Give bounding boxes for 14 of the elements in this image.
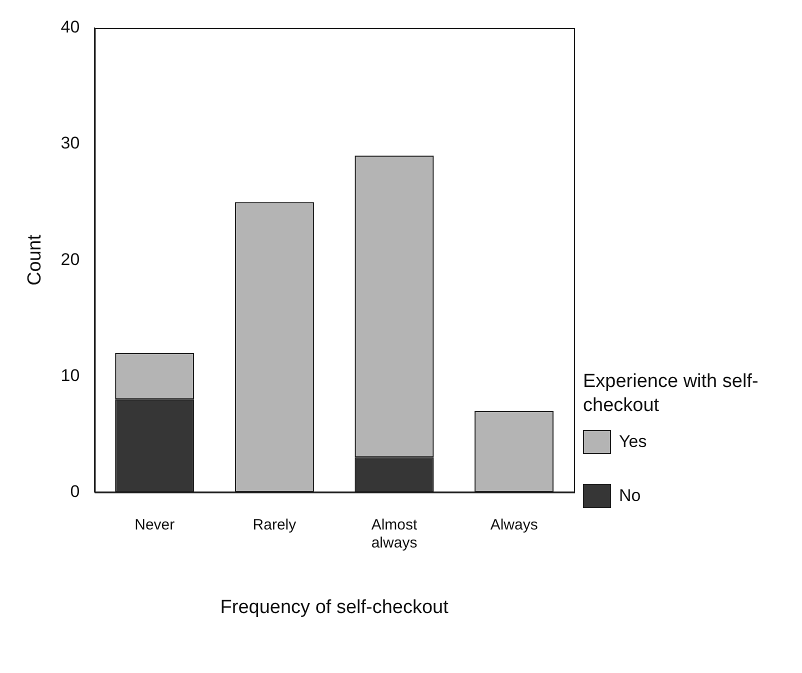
x-tick-label: Rarely: [252, 516, 297, 534]
x-tick-label: Never: [134, 516, 175, 534]
y-axis-title: Count: [24, 234, 46, 286]
y-tick-label: 20: [60, 250, 80, 269]
legend-label: No: [619, 486, 641, 506]
x-tick-label: Almost always: [371, 516, 418, 552]
legend-label: Yes: [619, 432, 647, 452]
y-tick-label: 10: [60, 366, 80, 385]
x-axis-title: Frequency of self-checkout: [220, 596, 450, 618]
y-tick-label: 40: [60, 18, 80, 37]
x-tick-label: Always: [490, 516, 538, 534]
legend-title: Experience with self-checkout: [583, 370, 760, 418]
y-tick-label: 30: [60, 134, 80, 153]
y-tick-label: 0: [70, 482, 80, 501]
